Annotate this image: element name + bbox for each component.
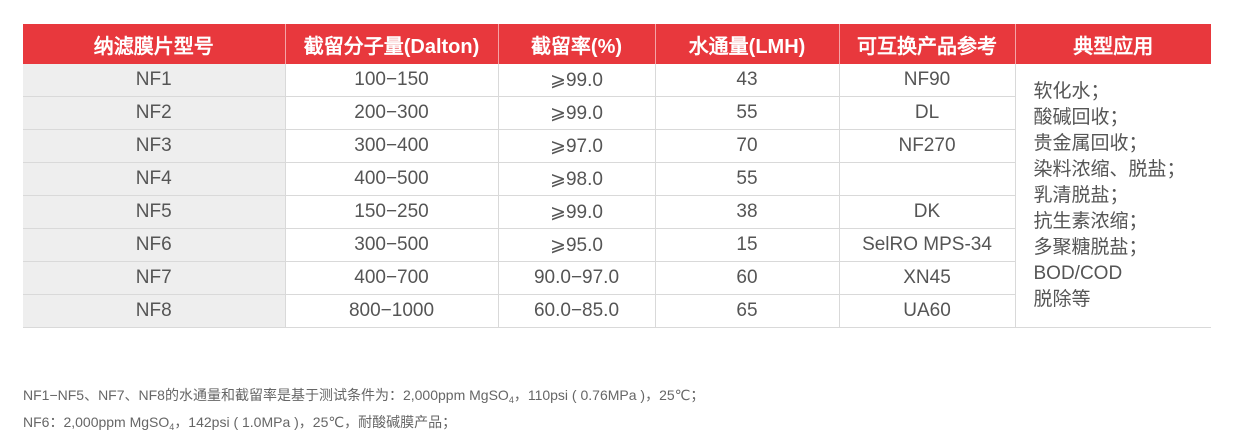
header-model: 纳滤膜片型号	[23, 24, 286, 64]
header-equivalent: 可互换产品参考	[839, 24, 1016, 64]
header-rejection: 截留率(%)	[498, 24, 656, 64]
cell-rejection: ⩾97.0	[498, 129, 656, 163]
cell-mwco: 150−250	[285, 195, 499, 229]
application-item: 贵金属回收；	[1033, 132, 1148, 154]
header-mwco: 截留分子量(Dalton)	[285, 24, 499, 64]
cell-flux: 55	[655, 162, 840, 196]
table-row: NF7 400−700 90.0−97.0 60 XN45	[23, 261, 1211, 295]
cell-model: NF4	[23, 162, 286, 196]
application-item: BOD/COD	[1033, 262, 1123, 284]
cell-flux: 43	[655, 64, 840, 97]
cell-mwco: 400−700	[285, 261, 499, 295]
application-item: 脱除等	[1033, 288, 1091, 310]
cell-model: NF5	[23, 195, 286, 229]
cell-equivalent: NF270	[839, 129, 1016, 163]
footnote-2: NF6：2,000ppm MgSO4，142psi ( 1.0MPa )，25℃…	[23, 414, 457, 432]
cell-flux: 55	[655, 96, 840, 130]
cell-rejection: ⩾95.0	[498, 228, 656, 262]
table-header-row: 纳滤膜片型号 截留分子量(Dalton) 截留率(%) 水通量(LMH) 可互换…	[23, 24, 1211, 64]
table-row: NF5 150−250 ⩾99.0 38 DK	[23, 195, 1211, 229]
cell-rejection: ⩾98.0	[498, 162, 656, 196]
header-application: 典型应用	[1015, 24, 1211, 64]
table-row: NF1 100−150 ⩾99.0 43 NF90 软化水； 酸碱回收； 贵金属回收； 染料浓缩…	[23, 64, 1211, 328]
cell-model: NF2	[23, 96, 286, 130]
cell-equivalent	[839, 162, 1016, 196]
cell-rejection: 90.0−97.0	[498, 261, 656, 295]
footnotes: NF1−NF5、NF7、NF8的水通量和截留率是基于测试条件为：2,000ppm…	[23, 384, 704, 438]
cell-equivalent: DL	[839, 96, 1016, 130]
cell-model: NF8	[23, 294, 286, 328]
cell-mwco: 800−1000	[285, 294, 499, 328]
footnote-1: NF1−NF5、NF7、NF8的水通量和截留率是基于测试条件为：2,000ppm…	[23, 387, 705, 405]
cell-equivalent: SelRO MPS-34	[839, 228, 1016, 262]
cell-model: NF7	[23, 261, 286, 295]
cell-flux: 70	[655, 129, 840, 163]
cell-mwco: 100−150	[285, 64, 499, 97]
cell-flux: 15	[655, 228, 840, 262]
cell-equivalent: XN45	[839, 261, 1016, 295]
cell-mwco: 200−300	[285, 96, 499, 130]
application-item: 染料浓缩、脱盐；	[1033, 158, 1186, 180]
table-row: NF2 200−300 ⩾99.0 55 DL	[23, 96, 1211, 130]
application-item: 酸碱回收；	[1033, 106, 1129, 128]
table-row: NF6 300−500 ⩾95.0 15 SelRO MPS-34	[23, 228, 1211, 262]
cell-mwco: 400−500	[285, 162, 499, 196]
cell-mwco: 300−400	[285, 129, 499, 163]
cell-rejection: ⩾99.0	[498, 96, 656, 130]
cell-model: NF6	[23, 228, 286, 262]
table-row: NF4 400−500 ⩾98.0 55	[23, 162, 1211, 196]
application-item: 软化水；	[1033, 80, 1110, 102]
membrane-spec-table: 纳滤膜片型号 截留分子量(Dalton) 截留率(%) 水通量(LMH) 可互换…	[23, 24, 1211, 328]
table-row: NF3 300−400 ⩾97.0 70 NF270	[23, 129, 1211, 163]
application-item: 抗生素浓缩；	[1033, 210, 1148, 232]
cell-model: NF3	[23, 129, 286, 163]
cell-equivalent: NF90	[839, 64, 1016, 97]
application-item: 多聚糖脱盐；	[1033, 236, 1148, 258]
cell-model: NF1	[23, 64, 286, 97]
header-flux: 水通量(LMH)	[655, 24, 840, 64]
application-item: 乳清脱盐；	[1033, 184, 1129, 206]
cell-rejection: ⩾99.0	[498, 64, 656, 97]
cell-rejection: ⩾99.0	[498, 195, 656, 229]
cell-equivalent: UA60	[839, 294, 1016, 328]
cell-equivalent: DK	[839, 195, 1016, 229]
cell-mwco: 300−500	[285, 228, 499, 262]
cell-flux: 65	[655, 294, 840, 328]
cell-flux: 60	[655, 261, 840, 295]
application-cell: 软化水； 酸碱回收； 贵金属回收； 染料浓缩、脱盐； 乳清脱盐； 抗生素浓缩； 多聚糖脱盐；…	[1015, 64, 1211, 328]
cell-rejection: 60.0−85.0	[498, 294, 656, 328]
cell-flux: 38	[655, 195, 840, 229]
table-row: NF8 800−1000 60.0−85.0 65 UA60	[23, 294, 1211, 328]
